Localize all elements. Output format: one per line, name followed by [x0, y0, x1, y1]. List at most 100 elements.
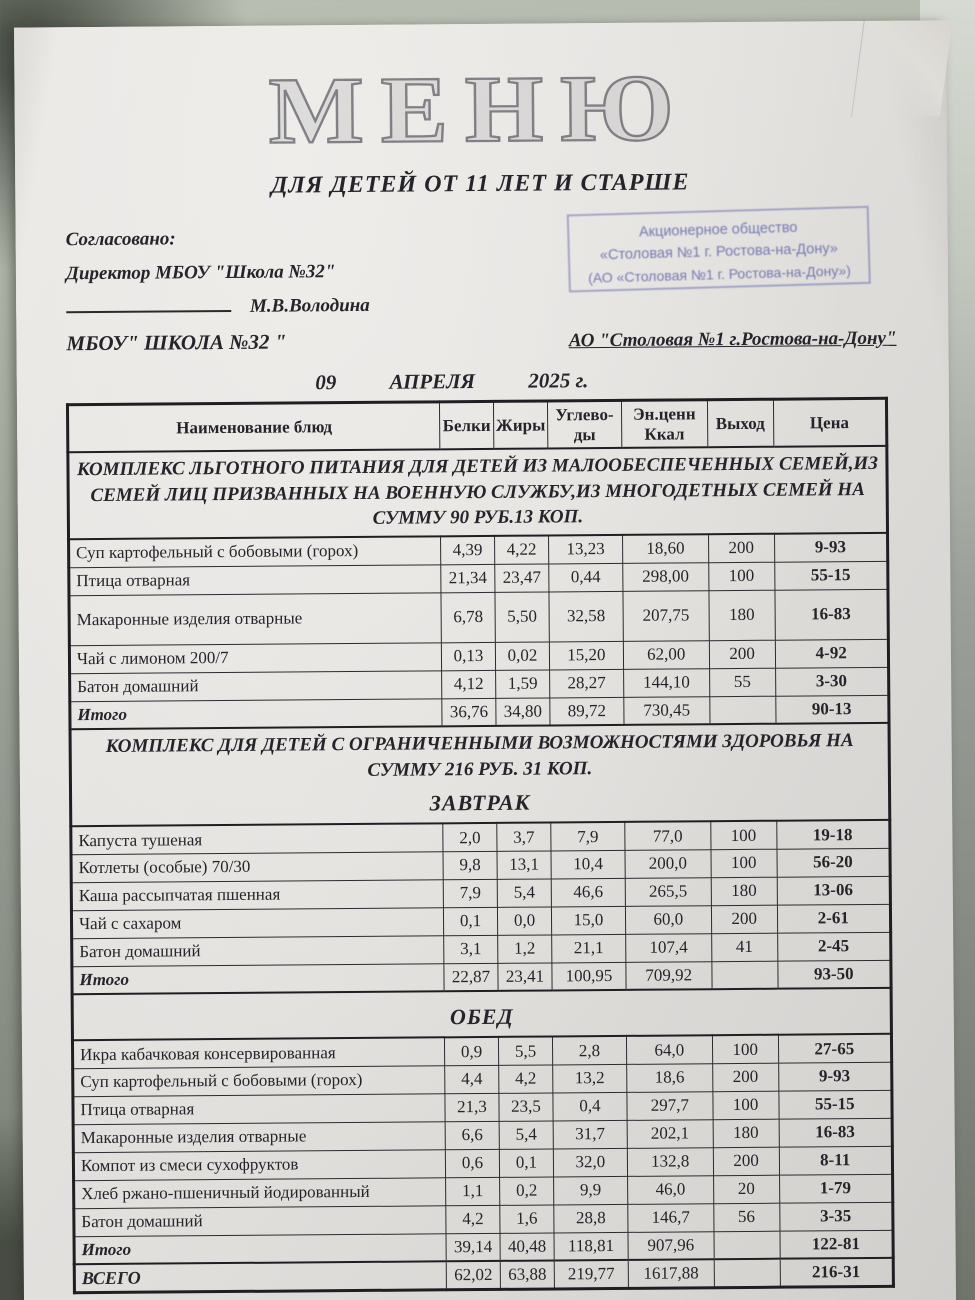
col-header-price: Цена	[773, 398, 887, 447]
menu-document-sheet: МЕНЮ ДЛЯ ДЕТЕЙ ОТ 11 ЛЕТ И СТАРШЕ Соглас…	[14, 20, 957, 1300]
cell-fat: 1,2	[497, 934, 552, 964]
cell-out: 20	[713, 1174, 780, 1204]
cell-carbs: 46,6	[551, 878, 626, 907]
cell-carbs: 28,27	[549, 668, 624, 698]
cell-name: Суп картофельный с бобовыми (горох)	[72, 1065, 445, 1097]
document-subtitle: ДЛЯ ДЕТЕЙ ОТ 11 ЛЕТ И СТАРШЕ	[270, 169, 690, 199]
cell-fat: 4,22	[494, 535, 549, 564]
section-band-cell: ОБЕД	[72, 988, 892, 1041]
cell-fat: 0,02	[495, 641, 550, 670]
menu-table-body: КОМПЛЕКС ЛЬГОТНОГО ПИТАНИЯ ДЛЯ ДЕТЕЙ ИЗ …	[67, 445, 894, 1293]
cell-fat: 0,2	[499, 1176, 554, 1206]
cell-kcal: 60,0	[625, 905, 712, 935]
cell-price: 55-15	[774, 560, 888, 590]
cell-kcal: 62,00	[623, 640, 710, 669]
cell-fat: 0,0	[497, 906, 552, 936]
cell-name: ВСЕГО	[74, 1261, 447, 1293]
cell-fat: 5,4	[499, 1120, 554, 1150]
cell-protein: 6,78	[440, 591, 496, 643]
cell-kcal: 146,7	[627, 1203, 714, 1233]
cell-carbs: 32,0	[553, 1148, 628, 1177]
cell-price: 1-79	[779, 1174, 893, 1203]
col-header-out: Выход	[707, 399, 774, 448]
cell-out	[713, 1258, 780, 1288]
cell-name: Суп картофельный с бобовыми (горох)	[68, 536, 441, 568]
cell-kcal: 18,6	[626, 1063, 713, 1093]
cell-price: 93-50	[777, 960, 892, 989]
cell-kcal: 207,75	[622, 590, 710, 641]
cell-price: 216-31	[779, 1258, 894, 1287]
cell-price: 2-45	[777, 932, 891, 961]
cell-carbs: 15,20	[549, 640, 624, 670]
cell-out: 200	[709, 639, 776, 669]
section-band-row: КОМПЛЕКС ЛЬГОТНОГО ПИТАНИЯ ДЛЯ ДЕТЕЙ ИЗ …	[67, 445, 888, 540]
document-title: МЕНЮ	[267, 53, 692, 165]
cell-fat: 40,48	[499, 1232, 555, 1262]
section-title: КОМПЛЕКС ЛЬГОТНОГО ПИТАНИЯ ДЛЯ ДЕТЕЙ ИЗ …	[76, 452, 879, 530]
cell-out	[713, 1230, 780, 1260]
director-name: М.В.Володина	[249, 294, 370, 317]
cell-kcal: 298,00	[622, 562, 709, 591]
cell-kcal: 730,45	[623, 696, 710, 725]
section-band-row: КОМПЛЕКС ДЛЯ ДЕТЕЙ С ОГРАНИЧЕННЫМИ ВОЗМО…	[70, 722, 890, 827]
cell-protein: 0,1	[443, 907, 498, 936]
cell-name: Птица отварная	[72, 1093, 446, 1125]
cell-protein: 4,2	[445, 1205, 500, 1234]
cell-fat: 3,7	[496, 822, 551, 852]
cell-price: 9-93	[774, 532, 888, 562]
cell-carbs: 28,8	[553, 1204, 628, 1233]
cell-protein: 9,8	[443, 851, 498, 880]
cell-price: 4-92	[774, 638, 889, 668]
cell-protein: 0,6	[445, 1149, 500, 1178]
cell-kcal: 265,5	[625, 877, 712, 907]
section-band-cell: КОМПЛЕКС ЛЬГОТНОГО ПИТАНИЯ ДЛЯ ДЕТЕЙ ИЗ …	[67, 445, 888, 540]
cell-name: Котлеты (особые) 70/30	[71, 851, 444, 883]
cell-fat: 13,1	[496, 850, 552, 880]
cell-protein: 4,12	[441, 669, 496, 699]
col-header-carbs-line2: ды	[573, 424, 596, 444]
cell-carbs: 15,0	[551, 906, 626, 935]
director-signature-row: М.В.Володина	[66, 291, 896, 320]
cell-kcal: 202,1	[626, 1119, 714, 1149]
col-header-kcal: Эн.ценн Ккал	[621, 399, 708, 448]
cell-out: 180	[710, 876, 777, 906]
cell-protein: 4,4	[444, 1065, 499, 1094]
meal-title: ОБЕД	[449, 1004, 514, 1030]
section-title: КОМПЛЕКС ДЛЯ ДЕТЕЙ С ОГРАНИЧЕННЫМИ ВОЗМО…	[105, 730, 854, 781]
cell-protein: 2,0	[442, 823, 497, 852]
cell-price: 2-61	[776, 904, 891, 933]
cell-kcal: 1617,88	[628, 1259, 715, 1289]
cell-fat: 0,1	[499, 1148, 554, 1178]
date-year: 2025 г.	[528, 368, 589, 393]
cell-kcal: 18,60	[622, 534, 709, 563]
cell-carbs: 118,81	[553, 1232, 629, 1261]
col-header-carbs: Углево- ды	[547, 400, 622, 449]
school-name: МБОУ" ШКОЛА №32 "	[66, 329, 287, 356]
cell-price: 16-83	[774, 588, 889, 640]
cell-name: Каша рассыпчатая пшенная	[71, 879, 444, 911]
table-header-row: Наименование блюд Белки Жиры Углево- ды …	[67, 398, 887, 453]
col-header-kcal-line2: Ккал	[644, 423, 685, 444]
cell-carbs: 219,77	[554, 1260, 629, 1289]
cell-protein: 6,6	[445, 1121, 500, 1150]
cell-name: Чай с сахаром	[71, 907, 444, 939]
cell-out: 41	[711, 932, 778, 962]
menu-date: 09 АПРЕЛЯ 2025 г.	[37, 366, 867, 398]
cell-carbs: 89,72	[549, 696, 624, 726]
cell-fat: 23,5	[498, 1092, 554, 1122]
cell-price: 3-30	[775, 666, 889, 696]
cell-name: Батон домашний	[69, 670, 442, 702]
cell-out: 200	[708, 533, 775, 563]
cell-carbs: 21,1	[551, 934, 626, 963]
col-header-carbs-line1: Углево-	[555, 404, 614, 425]
cell-kcal: 297,7	[626, 1091, 713, 1121]
cell-fat: 5,5	[498, 1036, 553, 1066]
cell-kcal: 107,4	[625, 933, 712, 963]
cell-price: 13-06	[776, 876, 891, 905]
cell-protein: 21,34	[440, 563, 495, 593]
cell-name: Компот из смеси сухофруктов	[73, 1149, 446, 1181]
cell-protein: 22,87	[443, 963, 499, 992]
cell-price: 3-35	[779, 1202, 893, 1231]
cell-fat: 63,88	[500, 1260, 555, 1290]
cell-carbs: 2,8	[552, 1036, 627, 1065]
